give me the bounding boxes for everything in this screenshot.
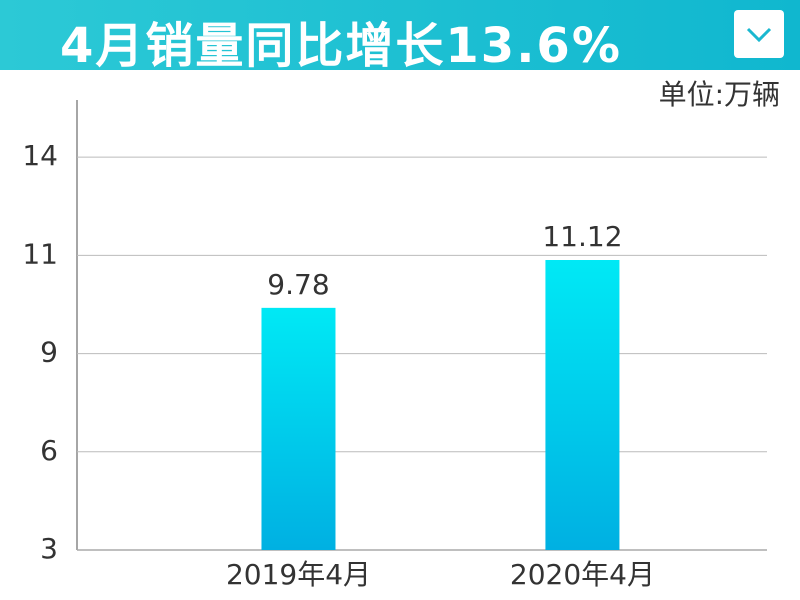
dropdown-icon [746, 27, 772, 43]
chart-title: 4月销量同比增长13.6% [60, 18, 622, 74]
y-tick-label: 3 [40, 532, 58, 565]
y-tick-label: 6 [40, 434, 58, 467]
unit-label: 单位:万辆 [659, 78, 780, 111]
bar [545, 260, 620, 550]
y-tick-label: 11 [22, 237, 58, 270]
value-label: 9.78 [267, 268, 329, 301]
chart: 单位:万辆 3 6 9 11 14 9.78 2019年4月 11.12 2020年4月 [22, 78, 780, 591]
title-banner: 4月销量同比增长13.6% [0, 0, 800, 74]
value-label: 11.12 [542, 220, 622, 253]
x-tick-label: 2019年4月 [226, 558, 371, 591]
dropdown-button[interactable] [734, 10, 784, 58]
bar [261, 307, 336, 550]
x-tick-label: 2020年4月 [510, 558, 655, 591]
y-tick-label: 14 [22, 139, 58, 172]
y-tick-label: 9 [40, 336, 58, 369]
